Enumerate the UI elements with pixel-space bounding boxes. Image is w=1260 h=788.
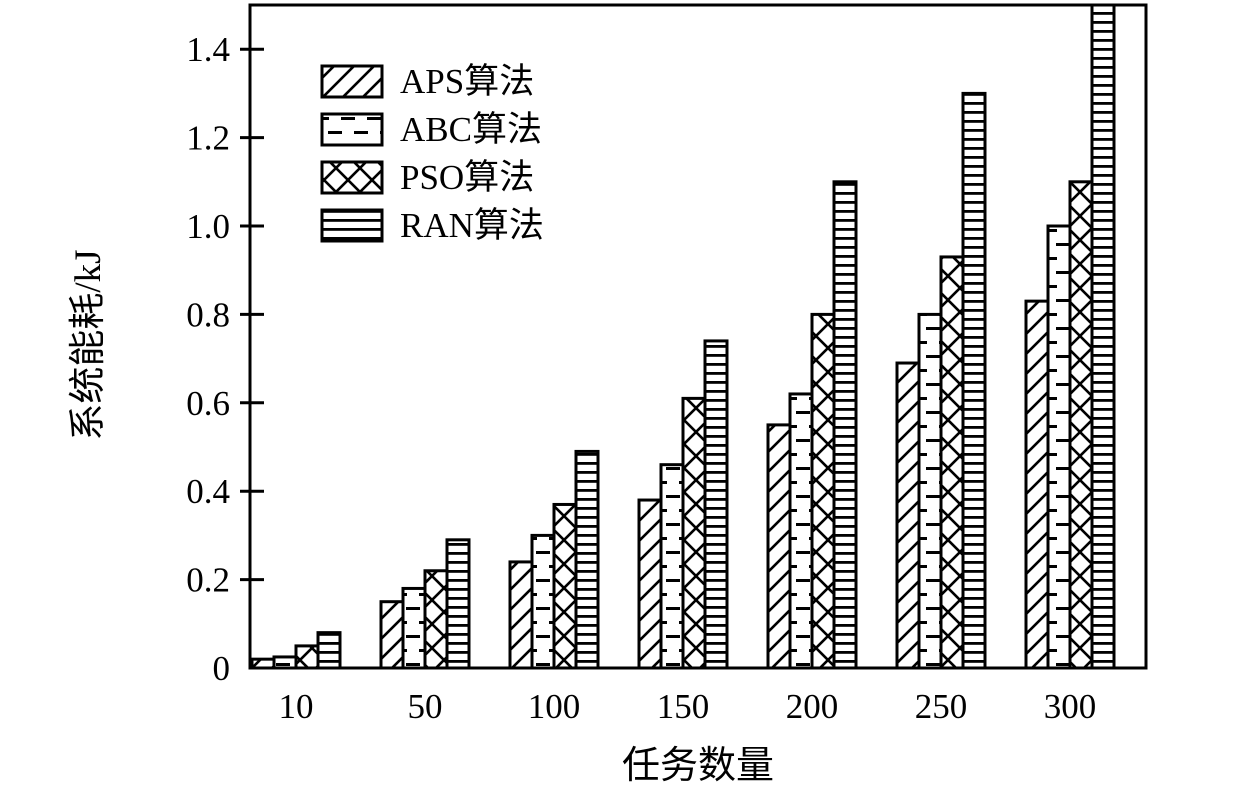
x-tick-label: 10 [279, 687, 314, 726]
legend: APS算法 ABC算法 PSO算法 RAN算法 [320, 62, 544, 245]
bar-ABC算法-250 [917, 312, 943, 670]
legend-swatch-ABC算法 [320, 112, 384, 147]
bar-PSO算法-200 [810, 312, 836, 670]
legend-swatch-APS算法 [320, 64, 384, 99]
bar-APS算法-50 [379, 600, 405, 670]
y-axis-ticks: 0 0.2 0.4 0.6 0.8 1.0 1.2 1.4 [186, 30, 264, 688]
bar-ABC算法-10 [272, 655, 298, 670]
bar-PSO算法-300 [1068, 180, 1094, 670]
y-tick-label: 1.0 [186, 207, 230, 246]
bar-RAN算法-300 [1090, 3, 1116, 670]
bar-APS算法-150 [637, 498, 663, 670]
bar-PSO算法-250 [939, 255, 965, 670]
bar-APS算法-250 [895, 361, 921, 670]
bar-ABC算法-150 [659, 463, 685, 670]
y-axis-title: 系统能耗/kJ [67, 249, 109, 440]
legend-swatch-RAN算法 [320, 208, 384, 243]
bar-RAN算法-50 [445, 538, 471, 670]
legend-label-PSO算法: PSO算法 [400, 158, 534, 197]
legend-label-RAN算法: RAN算法 [400, 206, 544, 245]
x-tick-label: 250 [915, 687, 968, 726]
bar-PSO算法-10 [294, 644, 320, 670]
x-axis-ticks: 10 50 100 150 200 250 300 [279, 654, 1097, 726]
bar-RAN算法-250 [961, 91, 987, 670]
x-tick-label: 200 [786, 687, 839, 726]
y-tick-label: 0.6 [186, 384, 230, 423]
bar-PSO算法-50 [423, 569, 449, 670]
legend-swatch-PSO算法 [320, 160, 384, 195]
bar-ABC算法-100 [530, 533, 556, 670]
bar-ABC算法-300 [1046, 224, 1072, 670]
plot-frame [248, 3, 1148, 670]
y-tick-label: 0.8 [186, 295, 230, 334]
legend-label-APS算法: APS算法 [400, 62, 534, 101]
bar-PSO算法-150 [681, 396, 707, 670]
bar-RAN算法-10 [316, 631, 342, 670]
x-tick-label: 300 [1044, 687, 1097, 726]
y-tick-label: 0.4 [186, 472, 230, 511]
y-tick-label: 1.2 [186, 119, 230, 158]
legend-label-ABC算法: ABC算法 [400, 110, 542, 149]
x-tick-label: 150 [657, 687, 710, 726]
bar-APS算法-300 [1024, 299, 1050, 670]
bar-ABC算法-50 [401, 586, 427, 670]
x-axis-title: 任务数量 [622, 745, 774, 787]
bar-APS算法-200 [766, 423, 792, 670]
bar-RAN算法-150 [703, 339, 729, 670]
x-tick-label: 50 [408, 687, 443, 726]
bar-APS算法-100 [508, 560, 534, 670]
bars [250, 3, 1116, 670]
bar-PSO算法-100 [552, 502, 578, 670]
y-tick-label: 1.4 [186, 30, 230, 69]
bar-RAN算法-200 [832, 180, 858, 670]
y-tick-label: 0.2 [186, 561, 230, 600]
bar-ABC算法-200 [788, 392, 814, 670]
x-tick-label: 100 [528, 687, 581, 726]
bar-RAN算法-100 [574, 449, 600, 670]
y-tick-label: 0 [213, 649, 231, 688]
